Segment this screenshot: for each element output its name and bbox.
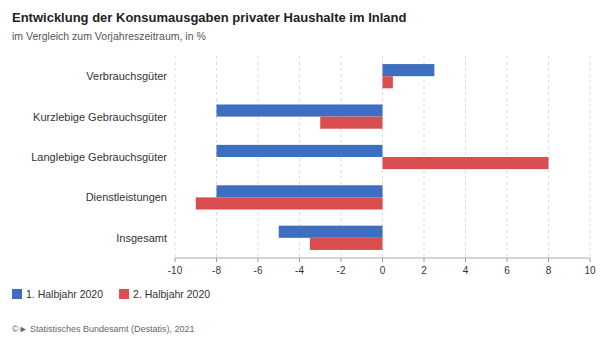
chart: Entwicklung der Konsumausgaben privater … <box>0 0 608 342</box>
tick <box>216 258 217 262</box>
footer: ©► Statistisches Bundesamt (Destatis), 2… <box>12 324 195 334</box>
tick-label: 6 <box>504 265 510 276</box>
tick-label: -8 <box>212 265 221 276</box>
legend-label: 2. Halbjahr 2020 <box>133 288 210 300</box>
tick-label: 4 <box>463 265 469 276</box>
category-label: Dienstleistungen <box>86 191 167 203</box>
legend-swatch <box>12 289 22 299</box>
grid <box>175 56 590 258</box>
tick-label: 10 <box>584 265 596 276</box>
legend: 1. Halbjahr 2020 2. Halbjahr 2020 <box>12 288 210 300</box>
bar <box>320 117 382 129</box>
bar <box>383 76 393 88</box>
tick-label: -4 <box>295 265 304 276</box>
tick-label: 2 <box>421 265 427 276</box>
bars <box>196 64 549 250</box>
category-label: Insgesamt <box>116 232 167 244</box>
category-label: Langlebige Gebrauchsgüter <box>31 151 167 163</box>
x-axis: -10 -8 -6 -4 -2 0 2 4 6 8 10 <box>168 258 596 276</box>
title: Entwicklung der Konsumausgaben privater … <box>12 10 406 25</box>
tick <box>341 258 342 262</box>
tick <box>548 258 549 262</box>
bar <box>217 104 383 116</box>
tick <box>507 258 508 262</box>
tick <box>424 258 425 262</box>
tick-label: -2 <box>337 265 346 276</box>
tick-label: 0 <box>380 265 386 276</box>
tick <box>382 258 383 262</box>
y-axis: Insgesamt Dienstleistungen Langlebige Gebr… <box>31 70 167 244</box>
tick <box>299 258 300 262</box>
bar <box>279 226 383 238</box>
tick <box>175 258 176 262</box>
bar <box>383 157 549 169</box>
axis-line <box>175 258 590 259</box>
bar <box>196 197 383 209</box>
grid-line <box>175 56 176 258</box>
bar <box>217 185 383 197</box>
tick-label: 8 <box>546 265 552 276</box>
legend-swatch <box>119 289 129 299</box>
bar <box>310 238 383 250</box>
bar <box>217 145 383 157</box>
tick <box>590 258 591 262</box>
category-label: Kurzlebige Gebrauchsgüter <box>33 111 167 123</box>
legend-label: 1. Halbjahr 2020 <box>26 288 103 300</box>
tick <box>465 258 466 262</box>
subtitle: im Vergleich zum Vorjahreszeitraum, in % <box>12 30 206 42</box>
bar <box>383 64 435 76</box>
tick-label: -10 <box>168 265 183 276</box>
tick-label: -6 <box>254 265 263 276</box>
tick <box>258 258 259 262</box>
category-label: Verbrauchsgüter <box>86 70 167 82</box>
grid-line <box>590 56 591 258</box>
